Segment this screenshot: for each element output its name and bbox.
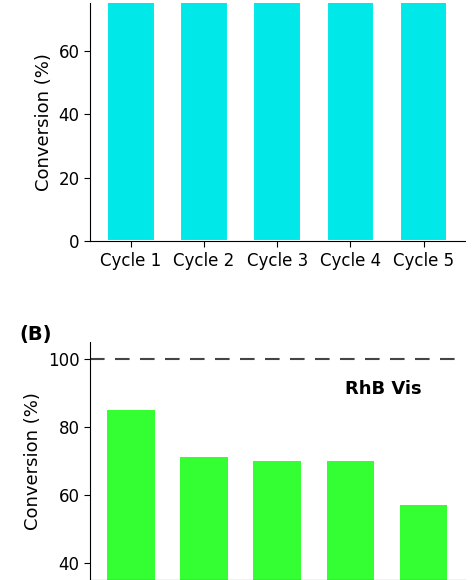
Text: (B): (B)	[19, 325, 51, 344]
Bar	[180, 0, 228, 241]
Bar	[107, 0, 155, 241]
Bar	[327, 0, 374, 241]
Bar	[254, 461, 301, 580]
Bar	[400, 0, 447, 241]
Bar	[254, 0, 301, 241]
Y-axis label: Conversion (%): Conversion (%)	[35, 53, 53, 191]
Bar	[327, 461, 374, 580]
Text: RhB Vis: RhB Vis	[345, 380, 421, 398]
Bar	[180, 458, 228, 580]
Y-axis label: Conversion (%): Conversion (%)	[25, 392, 43, 530]
Bar	[400, 505, 447, 580]
Bar	[107, 409, 155, 580]
